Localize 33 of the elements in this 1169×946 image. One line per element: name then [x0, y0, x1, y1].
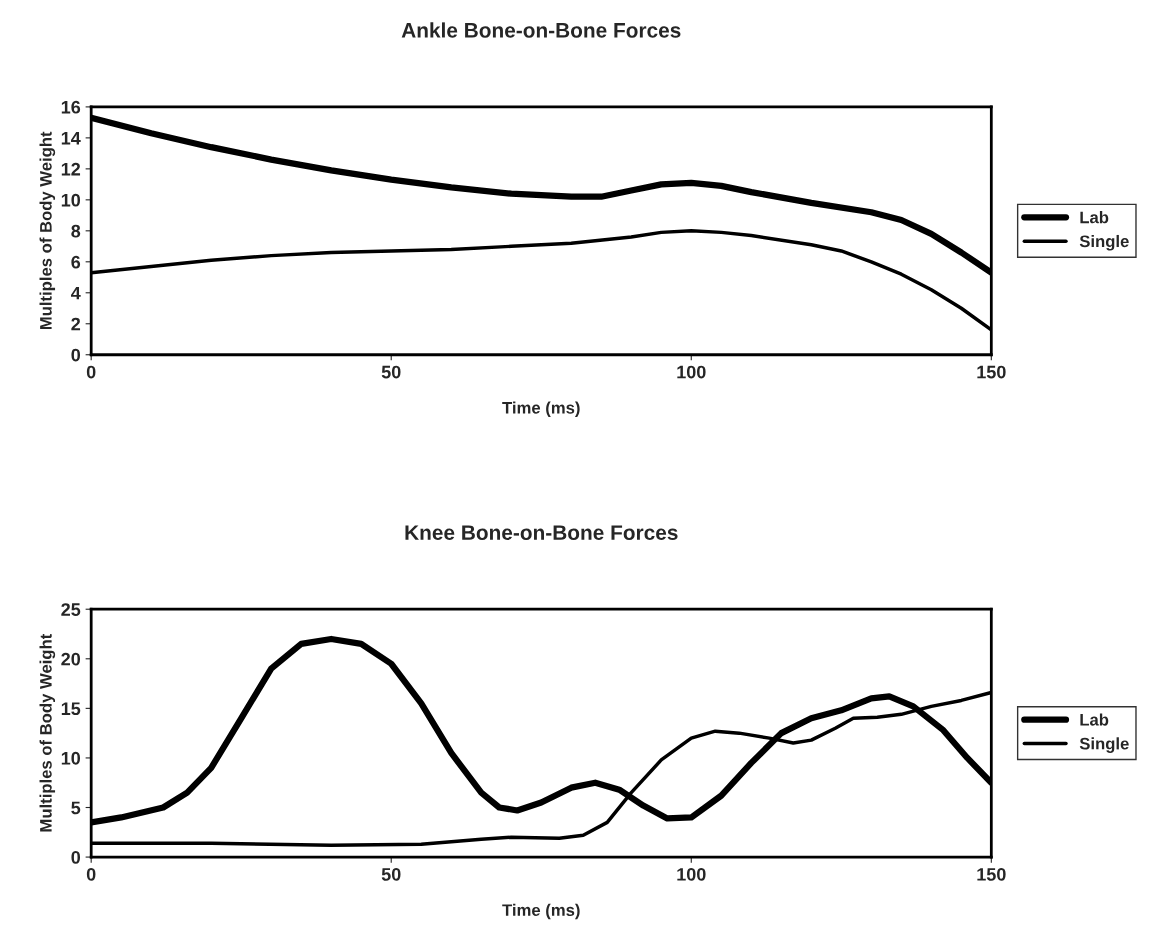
- y-tick-label: 0: [71, 851, 81, 864]
- x-tick-label: 50: [381, 867, 401, 881]
- chart-title: Knee Bone-on-Bone Forces: [405, 525, 678, 540]
- y-tick-label: 10: [61, 193, 81, 207]
- y-tick-label: 2: [71, 317, 81, 331]
- legend-label: Single: [1079, 234, 1129, 251]
- y-tick-label: 15: [61, 702, 81, 716]
- y-tick-label: 14: [61, 132, 81, 145]
- legend-label: Lab: [1080, 713, 1109, 726]
- x-axis-title: Time (ms): [502, 903, 580, 920]
- y-tick-label: 10: [61, 751, 81, 765]
- legend-label: Single: [1079, 737, 1129, 753]
- x-tick-label: 150: [977, 365, 1006, 379]
- chart-title: Ankle Bone-on-Bone Forces: [401, 22, 681, 38]
- y-axis-title: Multiples of Body Weight: [39, 131, 56, 330]
- x-tick-label: 150: [977, 867, 1006, 881]
- y-axis-title: Multiples of Body Weight: [39, 633, 56, 832]
- y-tick-label: 6: [71, 255, 81, 269]
- y-tick-label: 25: [61, 603, 81, 616]
- y-tick-label: 0: [71, 348, 81, 362]
- y-tick-label: 5: [71, 801, 81, 815]
- x-tick-label: 0: [86, 365, 96, 379]
- x-tick-label: 0: [86, 867, 96, 881]
- x-tick-label: 50: [381, 365, 401, 379]
- y-tick-label: 20: [61, 652, 81, 666]
- y-tick-label: 12: [61, 162, 81, 176]
- y-tick-label: 16: [61, 100, 81, 114]
- y-tick-label: 8: [71, 224, 81, 238]
- y-tick-label: 4: [71, 286, 81, 300]
- legend-label: Lab: [1080, 211, 1109, 224]
- x-axis-title: Time (ms): [502, 401, 580, 417]
- x-tick-label: 100: [677, 867, 706, 881]
- x-tick-label: 100: [677, 365, 706, 379]
